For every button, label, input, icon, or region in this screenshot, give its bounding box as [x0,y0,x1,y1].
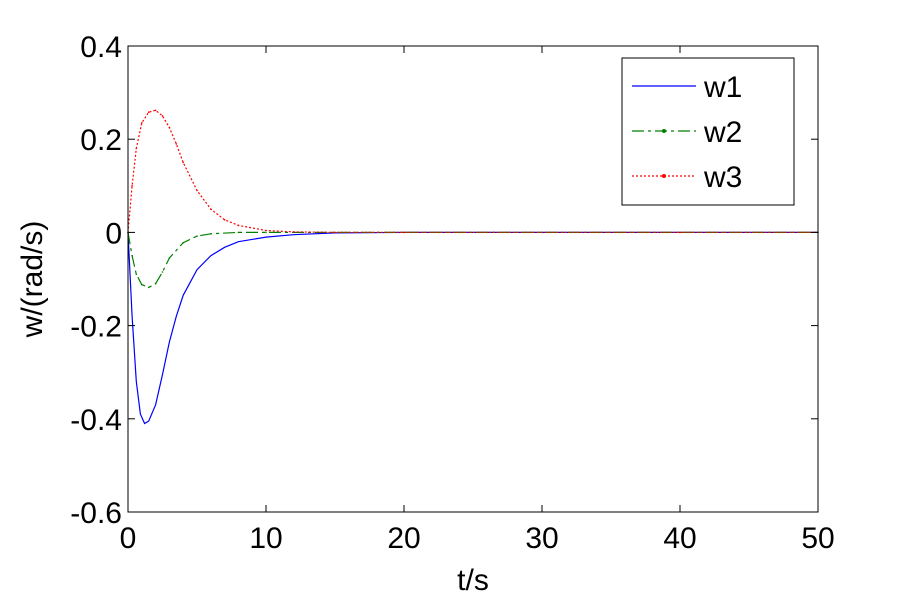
series-point-w2 [135,273,138,276]
x-tick-label: 0 [120,522,137,555]
y-axis-title: w/(rad/s) [16,221,49,339]
series-point-w2 [265,231,267,234]
x-tick-label: 10 [249,522,282,555]
legend-label-w1: w1 [703,71,742,104]
ticks-layer: 0 10 20 30 40 50 -0.6 -0.4 -0.2 0 0.2 0.4 [70,31,834,555]
series-point-w3 [265,229,267,232]
series-point-w2 [237,231,240,234]
series-point-w3 [196,189,198,192]
series-point-w3 [168,126,171,129]
series-point-w2 [154,282,157,285]
series-point-w3 [237,224,240,227]
y-tick-label: 0.2 [80,124,122,157]
y-tick-label: -0.4 [70,404,122,437]
x-tick-label: 20 [387,522,420,555]
series-point-w2 [161,271,164,273]
series-point-w3 [679,231,681,234]
series-point-w3 [154,109,157,112]
series-layer [127,109,819,425]
series-point-w3 [292,231,295,233]
y-tick-label: -0.2 [70,311,122,344]
series-point-w3 [403,231,405,234]
y-tick-label: -0.6 [70,497,122,530]
series-point-w3 [175,143,178,145]
y-tick-label: 0 [105,217,122,250]
series-point-w3 [182,161,184,164]
y-tick-label: 0.4 [80,31,122,64]
x-tick-label: 30 [525,522,558,555]
plot-frame [127,45,819,513]
series-point-w2 [210,233,212,235]
series-point-w2 [147,286,150,289]
series-point-w3 [334,231,336,234]
series-line-w2 [127,231,818,289]
series-point-w3 [223,219,226,221]
series-point-w2 [168,257,171,259]
legend-label-w2: w2 [703,116,742,149]
legend: w1 w2 w3 [621,57,795,206]
series-point-w3 [210,208,212,210]
series-point-w2 [182,241,184,244]
series-point-w2 [196,235,198,237]
x-tick-label: 40 [663,522,696,555]
series-point-w3 [541,231,543,234]
legend-label-w3: w3 [703,161,742,194]
legend-marker-w2 [662,129,666,133]
series-point-w3 [131,185,133,187]
series-point-w3 [141,122,143,124]
series-point-w2 [141,283,143,286]
series-point-w3 [161,115,164,117]
series-point-w2 [131,254,133,257]
x-tick-label: 50 [801,522,834,555]
series-point-w3 [147,111,150,113]
series-point-w3 [135,147,138,150]
x-axis-title: t/s [457,564,489,597]
legend-marker-w3 [662,174,666,178]
